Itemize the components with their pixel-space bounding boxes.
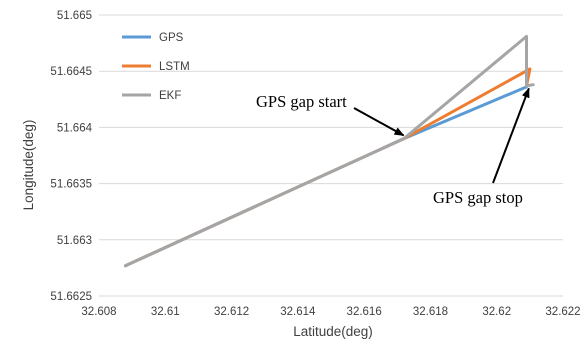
y-tick-label: 51.6635	[50, 179, 92, 191]
arrow-gap-start	[353, 107, 405, 137]
annotations: GPS gap start GPS gap stop	[256, 87, 530, 207]
x-tick-label: 32.61	[151, 306, 180, 318]
y-axis-title: Longitude(deg)	[21, 120, 36, 211]
annotation-gap-start: GPS gap start	[256, 92, 347, 111]
x-tick-label: 32.62	[482, 306, 511, 318]
x-tick-label: 32.618	[413, 306, 448, 318]
series-line-ekf	[124, 34, 535, 268]
x-axis-title: Latitude(deg)	[293, 324, 373, 339]
x-tick-label: 32.616	[347, 306, 382, 318]
x-tick-label: 32.612	[214, 306, 249, 318]
x-tick-label: 32.614	[280, 306, 316, 318]
y-tick-label: 51.6625	[50, 291, 92, 303]
x-tick-label: 32.608	[81, 306, 116, 318]
annotation-gap-stop: GPS gap stop	[433, 188, 523, 207]
y-tick-label: 51.665	[57, 10, 92, 22]
grid	[99, 14, 563, 297]
x-axis-ticks: 32.608 32.61 32.612 32.614 32.616 32.618 32.62…	[81, 306, 580, 318]
legend-label: LSTM	[159, 61, 190, 73]
legend: GPS LSTM EKF	[122, 32, 190, 102]
legend-label: EKF	[159, 90, 181, 102]
arrow-gap-stop	[492, 87, 530, 184]
y-tick-label: 51.6645	[50, 66, 92, 78]
y-tick-label: 51.663	[57, 235, 92, 247]
legend-label: GPS	[159, 32, 184, 44]
y-axis-ticks: 51.6625 51.663 51.6635 51.664 51.6645 51.665	[50, 10, 92, 303]
series-lines	[124, 34, 535, 268]
y-tick-label: 51.664	[57, 122, 93, 134]
x-tick-label: 32.622	[545, 306, 580, 318]
